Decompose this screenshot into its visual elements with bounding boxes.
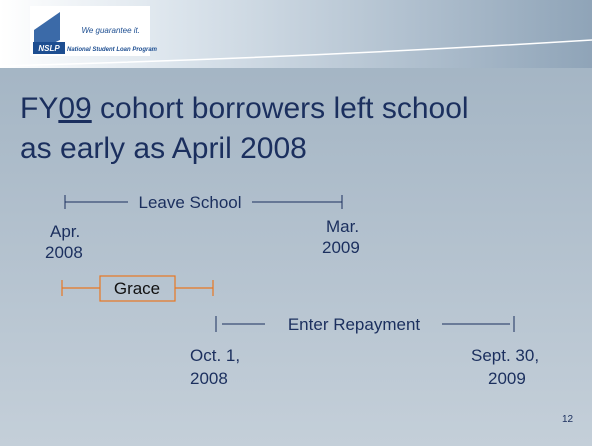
date: 2009 (322, 238, 360, 257)
leave-timeline: Leave School Apr. 2008 Mar. 2009 (45, 193, 360, 262)
date: Apr. (50, 222, 80, 241)
title-part: 09 (58, 92, 91, 125)
date: Mar. (326, 217, 359, 236)
logo-badge (33, 42, 65, 54)
grace-box (99, 275, 176, 302)
page-number: 12 (562, 414, 574, 425)
date: 2008 (45, 243, 83, 262)
title-line: as early as April 2008 (20, 132, 307, 165)
label: Enter Repayment (288, 315, 421, 334)
title-part: cohort borrowers left school (92, 92, 469, 125)
label: Grace (114, 279, 160, 298)
label: Leave School (138, 193, 241, 212)
date: 2008 (190, 369, 228, 388)
date: 2009 (488, 369, 526, 388)
logo-text: NSLP (38, 44, 60, 53)
grace-timeline: Grace (61, 275, 214, 302)
repayment-timeline: Enter Repayment Oct. 1, 2008 Sept. 30, 2… (190, 315, 539, 388)
date: Oct. 1, (190, 346, 240, 365)
program-name: National Student Loan Program (67, 47, 158, 53)
title-part: FY (20, 92, 58, 125)
header-curve (0, 39, 592, 67)
tagline: We guarantee it. (81, 26, 140, 35)
title-line: FY09 cohort borrowers left school (20, 92, 469, 125)
date: Sept. 30, (471, 346, 539, 365)
